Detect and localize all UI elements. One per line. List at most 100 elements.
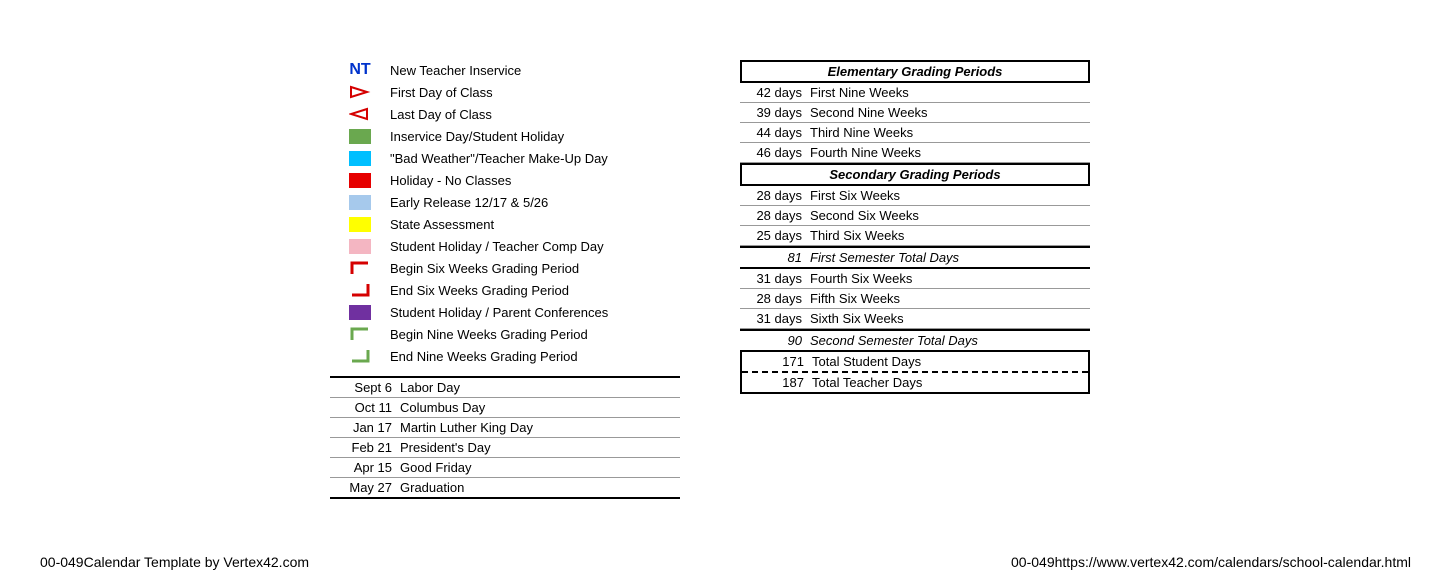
legend-row: Begin Six Weeks Grading Period bbox=[330, 258, 680, 278]
grading-label: First Nine Weeks bbox=[810, 83, 1090, 102]
grading-label: Third Nine Weeks bbox=[810, 123, 1090, 142]
legend-label: Early Release 12/17 & 5/26 bbox=[390, 195, 680, 210]
date-row: May 27 Graduation bbox=[330, 478, 680, 499]
date-label: Columbus Day bbox=[400, 398, 680, 417]
date-row: Feb 21 President's Day bbox=[330, 438, 680, 458]
grading-days: 25 days bbox=[740, 226, 810, 245]
grading-days: 28 days bbox=[740, 289, 810, 308]
grading-label: Fourth Nine Weeks bbox=[810, 143, 1090, 162]
legend-label: Student Holiday / Parent Conferences bbox=[390, 305, 680, 320]
legend-row: Inservice Day/Student Holiday bbox=[330, 126, 680, 146]
date-value: Jan 17 bbox=[330, 418, 400, 437]
nt-label: New Teacher Inservice bbox=[390, 63, 680, 78]
legend-label: Inservice Day/Student Holiday bbox=[390, 129, 680, 144]
legend-icon bbox=[330, 239, 390, 254]
date-row: Sept 6 Labor Day bbox=[330, 378, 680, 398]
legend-table: NT New Teacher Inservice First Day of Cl… bbox=[330, 60, 680, 366]
grading-days: 31 days bbox=[740, 309, 810, 328]
date-label: Labor Day bbox=[400, 378, 680, 397]
grading-days: 44 days bbox=[740, 123, 810, 142]
legend-row: End Nine Weeks Grading Period bbox=[330, 346, 680, 366]
total-teacher-row: 187 Total Teacher Days bbox=[742, 373, 1088, 392]
legend-label: End Six Weeks Grading Period bbox=[390, 283, 680, 298]
grading-row: 28 days First Six Weeks bbox=[740, 186, 1090, 206]
date-label: Martin Luther King Day bbox=[400, 418, 680, 437]
legend-icon bbox=[330, 107, 390, 121]
legend-icon bbox=[330, 173, 390, 188]
grading-label: Second Nine Weeks bbox=[810, 103, 1090, 122]
date-value: May 27 bbox=[330, 478, 400, 497]
footer-right: 00-049https://www.vertex42.com/calendars… bbox=[1011, 554, 1411, 570]
grading-row: 44 days Third Nine Weeks bbox=[740, 123, 1090, 143]
date-value: Apr 15 bbox=[330, 458, 400, 477]
legend-row: Early Release 12/17 & 5/26 bbox=[330, 192, 680, 212]
legend-row: Student Holiday / Parent Conferences bbox=[330, 302, 680, 322]
legend-icon bbox=[330, 151, 390, 166]
grading-row: 46 days Fourth Nine Weeks bbox=[740, 143, 1090, 163]
date-value: Sept 6 bbox=[330, 378, 400, 397]
grading-row: 39 days Second Nine Weeks bbox=[740, 103, 1090, 123]
grading-days: 46 days bbox=[740, 143, 810, 162]
grading-label: First Six Weeks bbox=[810, 186, 1090, 205]
legend-label: Begin Nine Weeks Grading Period bbox=[390, 327, 680, 342]
legend-row: End Six Weeks Grading Period bbox=[330, 280, 680, 300]
elem-header: Elementary Grading Periods bbox=[740, 60, 1090, 83]
grading-row: 42 days First Nine Weeks bbox=[740, 83, 1090, 103]
grading-label: Second Six Weeks bbox=[810, 206, 1090, 225]
semester2-total: 90 Second Semester Total Days bbox=[740, 329, 1090, 350]
grading-label: Fifth Six Weeks bbox=[810, 289, 1090, 308]
legend-label: Student Holiday / Teacher Comp Day bbox=[390, 239, 680, 254]
grading-row: 31 days Fourth Six Weeks bbox=[740, 269, 1090, 289]
grading-row: 25 days Third Six Weeks bbox=[740, 226, 1090, 246]
date-row: Apr 15 Good Friday bbox=[330, 458, 680, 478]
legend-row: First Day of Class bbox=[330, 82, 680, 102]
legend-row: Last Day of Class bbox=[330, 104, 680, 124]
legend-label: Last Day of Class bbox=[390, 107, 680, 122]
grading-row: 28 days Second Six Weeks bbox=[740, 206, 1090, 226]
date-label: President's Day bbox=[400, 438, 680, 457]
grading-label: Fourth Six Weeks bbox=[810, 269, 1090, 288]
legend-label: Begin Six Weeks Grading Period bbox=[390, 261, 680, 276]
legend-label: State Assessment bbox=[390, 217, 680, 232]
total-student-row: 171 Total Student Days bbox=[742, 352, 1088, 371]
legend-icon bbox=[330, 129, 390, 144]
legend-icon bbox=[330, 282, 390, 298]
grading-label: Third Six Weeks bbox=[810, 226, 1090, 245]
legend-label: First Day of Class bbox=[390, 85, 680, 100]
legend-row: Begin Nine Weeks Grading Period bbox=[330, 324, 680, 344]
totals-box: 171 Total Student Days 187 Total Teacher… bbox=[740, 350, 1090, 394]
legend-icon bbox=[330, 326, 390, 342]
grading-days: 39 days bbox=[740, 103, 810, 122]
grading-label: Sixth Six Weeks bbox=[810, 309, 1090, 328]
legend-icon bbox=[330, 260, 390, 276]
legend-label: End Nine Weeks Grading Period bbox=[390, 349, 680, 364]
footer-left: 00-049Calendar Template by Vertex42.com bbox=[40, 554, 309, 570]
nt-symbol: NT bbox=[349, 61, 370, 79]
grading-row: 31 days Sixth Six Weeks bbox=[740, 309, 1090, 329]
sec-header: Secondary Grading Periods bbox=[740, 163, 1090, 186]
grading-days: 28 days bbox=[740, 206, 810, 225]
semester1-total: 81 First Semester Total Days bbox=[740, 246, 1090, 269]
date-value: Feb 21 bbox=[330, 438, 400, 457]
grading-days: 31 days bbox=[740, 269, 810, 288]
legend-row: "Bad Weather"/Teacher Make-Up Day bbox=[330, 148, 680, 168]
legend-icon bbox=[330, 348, 390, 364]
legend-row: State Assessment bbox=[330, 214, 680, 234]
date-value: Oct 11 bbox=[330, 398, 400, 417]
legend-row: Student Holiday / Teacher Comp Day bbox=[330, 236, 680, 256]
grading-periods-table: Elementary Grading Periods 42 days First… bbox=[740, 60, 1090, 394]
legend-label: "Bad Weather"/Teacher Make-Up Day bbox=[390, 151, 680, 166]
date-row: Jan 17 Martin Luther King Day bbox=[330, 418, 680, 438]
grading-days: 28 days bbox=[740, 186, 810, 205]
footer: 00-049Calendar Template by Vertex42.com … bbox=[0, 554, 1451, 570]
legend-row: Holiday - No Classes bbox=[330, 170, 680, 190]
grading-days: 42 days bbox=[740, 83, 810, 102]
legend-row-nt: NT New Teacher Inservice bbox=[330, 60, 680, 80]
date-label: Graduation bbox=[400, 478, 680, 497]
legend-label: Holiday - No Classes bbox=[390, 173, 680, 188]
legend-icon bbox=[330, 305, 390, 320]
legend-icon bbox=[330, 217, 390, 232]
grading-row: 28 days Fifth Six Weeks bbox=[740, 289, 1090, 309]
date-label: Good Friday bbox=[400, 458, 680, 477]
legend-icon bbox=[330, 195, 390, 210]
